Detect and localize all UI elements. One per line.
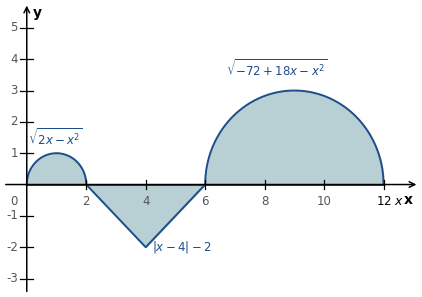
Text: 6: 6 xyxy=(201,195,209,208)
Text: 1: 1 xyxy=(10,147,18,160)
Text: $|x - 4| - 2$: $|x - 4| - 2$ xyxy=(151,239,211,255)
Text: $\sqrt{2x - x^2}$: $\sqrt{2x - x^2}$ xyxy=(28,127,83,148)
Text: 2: 2 xyxy=(82,195,90,208)
Text: 5: 5 xyxy=(11,21,18,34)
Text: $\sqrt{-72 + 18x - x^2}$: $\sqrt{-72 + 18x - x^2}$ xyxy=(226,59,327,80)
Text: -1: -1 xyxy=(6,209,18,222)
Text: 4: 4 xyxy=(142,195,149,208)
Text: 0: 0 xyxy=(11,195,18,208)
Text: 2: 2 xyxy=(10,115,18,128)
Text: $x$: $x$ xyxy=(394,195,404,208)
Text: -3: -3 xyxy=(6,272,18,285)
Text: x: x xyxy=(404,193,413,207)
Text: y: y xyxy=(33,6,42,20)
Text: $12$: $12$ xyxy=(376,195,392,208)
Text: 4: 4 xyxy=(10,53,18,66)
Text: -2: -2 xyxy=(6,241,18,254)
Text: 8: 8 xyxy=(261,195,268,208)
Text: 3: 3 xyxy=(11,84,18,97)
Text: 10: 10 xyxy=(316,195,332,208)
